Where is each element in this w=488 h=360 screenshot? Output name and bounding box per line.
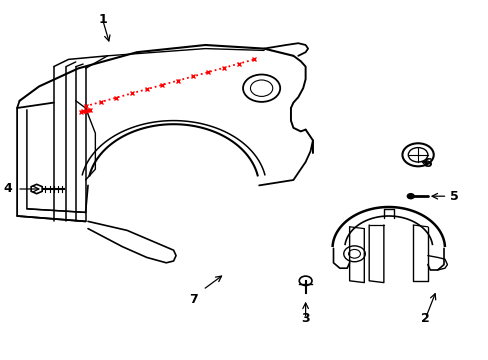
Text: 7: 7 bbox=[189, 293, 198, 306]
Text: 6: 6 bbox=[423, 157, 431, 170]
Text: 5: 5 bbox=[449, 190, 458, 203]
Circle shape bbox=[407, 194, 413, 199]
Text: 4: 4 bbox=[3, 183, 12, 195]
Text: 2: 2 bbox=[420, 312, 429, 325]
Text: 3: 3 bbox=[301, 312, 309, 325]
Text: 1: 1 bbox=[98, 13, 107, 26]
